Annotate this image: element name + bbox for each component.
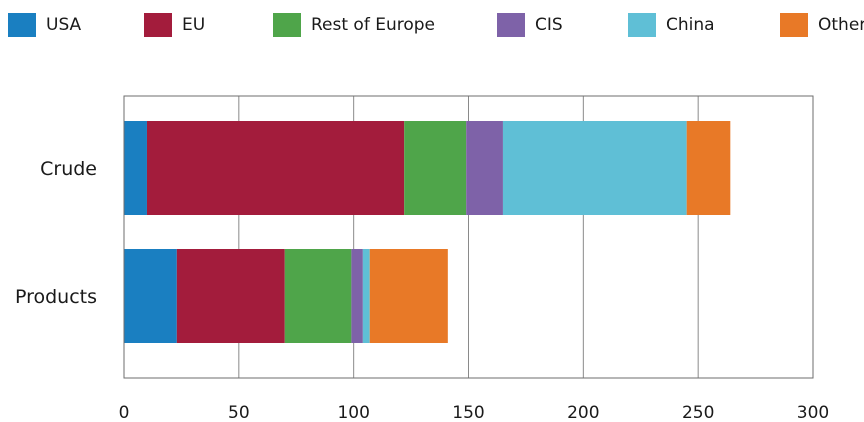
legend-item: EU [144,10,205,40]
legend-swatch [628,13,656,37]
bar-segment-crude-usa [124,121,147,215]
bar-segment-crude-other [686,121,731,215]
legend-label: EU [182,15,206,35]
legend-label: USA [46,15,82,35]
legend-swatch [8,13,36,37]
legend-item: Other [780,10,864,40]
legend-label: China [666,15,715,35]
category-label: Products [15,286,97,308]
legend-item: USA [8,10,81,40]
legend-swatch [144,13,172,37]
legend-swatch [273,13,301,37]
legend-label: Other [818,15,864,35]
x-tick-label: 0 [119,403,130,422]
x-tick-label: 300 [797,403,829,422]
x-tick-label: 100 [337,403,369,422]
bar-segment-products-china [362,249,370,343]
bar-segment-products-usa [124,249,177,343]
x-tick-label: 250 [682,403,714,422]
legend-item: China [628,10,715,40]
bar-segment-products-rest-of-europe [284,249,352,343]
bar-segment-crude-eu [146,121,405,215]
legend: USA EU Rest of Europe CIS China Other [0,0,864,50]
plot-frame [123,95,814,379]
legend-swatch [780,13,808,37]
x-tick-label: 50 [228,403,250,422]
bar-segment-crude-rest-of-europe [404,121,467,215]
bar-segment-products-eu [176,249,285,343]
x-tick-label: 200 [567,403,599,422]
bar-segment-crude-cis [466,121,503,215]
legend-swatch [497,13,525,37]
bar-segment-products-other [369,249,448,343]
legend-label: CIS [535,15,563,35]
bar-segment-products-cis [351,249,363,343]
legend-label: Rest of Europe [311,15,436,35]
legend-item: CIS [497,10,563,40]
x-tick-label: 150 [452,403,484,422]
bar-segment-crude-china [502,121,687,215]
category-label: Crude [40,158,97,180]
legend-item: Rest of Europe [273,10,435,40]
